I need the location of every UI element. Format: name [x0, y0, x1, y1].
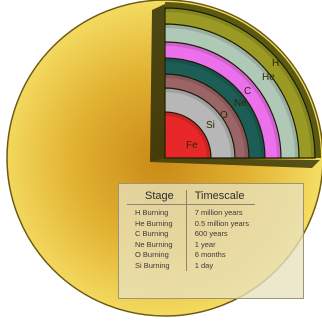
- shell-label-c: C: [244, 86, 251, 97]
- shell-fe: [164, 111, 212, 159]
- shell-label-fe: Fe: [186, 140, 198, 151]
- shell-labels: H He CNe O Si Fe: [186, 58, 279, 151]
- stage-cell: O Burning: [127, 250, 187, 261]
- shell-label-si: Si: [206, 120, 215, 131]
- shell-layers: [164, 7, 316, 159]
- burning-timescale-table: Stage Timescale H Burning 7 million year…: [118, 183, 304, 299]
- header-stage: Stage: [127, 190, 187, 205]
- table-row: C Burning 600 years: [127, 229, 255, 240]
- timescale-cell: 0.5 million years: [194, 218, 249, 228]
- timescale-cell: 1 day: [194, 260, 214, 270]
- cutaway-left-wall: [150, 4, 165, 162]
- shell-edge-fe: [165, 112, 211, 158]
- stage-cell: Si Burning: [127, 260, 187, 271]
- table-row: He Burning 0.5 million years: [127, 218, 255, 229]
- table-row: H Burning 7 million years: [127, 204, 255, 219]
- table-row: O Burning 6 months: [127, 250, 255, 261]
- shell-edge-si: [165, 88, 235, 158]
- shell-label-ne: Ne: [234, 98, 247, 109]
- timescale-cell: 6 months: [194, 250, 226, 259]
- shell-label-o: O: [220, 110, 228, 121]
- stage-cell: He Burning: [127, 218, 187, 229]
- timescale-cell: 600 years: [194, 229, 228, 238]
- shell-label-h: H: [272, 58, 279, 69]
- cutaway-bottom-wall: [150, 158, 320, 168]
- table-row: Si Burning 1 day: [127, 260, 255, 271]
- stage-cell: Ne Burning: [127, 239, 187, 250]
- timescale-table: Stage Timescale H Burning 7 million year…: [127, 190, 255, 271]
- timescale-cell: 1 year: [194, 239, 216, 249]
- stage-cell: H Burning: [127, 204, 187, 219]
- shell-label-he: He: [262, 72, 275, 83]
- table-row: Ne Burning 1 year: [127, 239, 255, 250]
- stage-cell: C Burning: [127, 229, 187, 240]
- timescale-cell: 7 million years: [194, 208, 243, 217]
- header-timescale: Timescale: [186, 190, 255, 205]
